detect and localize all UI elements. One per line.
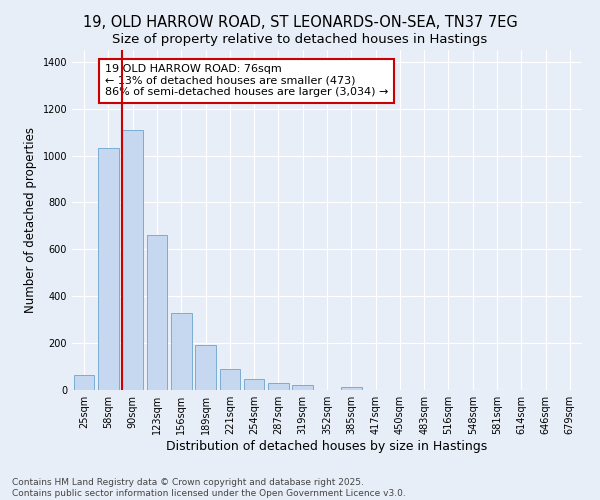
Bar xyxy=(341,386,362,390)
Bar xyxy=(98,148,119,390)
Text: 19, OLD HARROW ROAD, ST LEONARDS-ON-SEA, TN37 7EG: 19, OLD HARROW ROAD, ST LEONARDS-ON-SEA,… xyxy=(83,15,517,30)
Bar xyxy=(122,130,143,390)
Text: Size of property relative to detached houses in Hastings: Size of property relative to detached ho… xyxy=(112,32,488,46)
Bar xyxy=(268,383,289,390)
Bar xyxy=(146,235,167,390)
Bar xyxy=(74,375,94,390)
Bar xyxy=(244,380,265,390)
Bar xyxy=(220,370,240,390)
Bar xyxy=(292,385,313,390)
Bar xyxy=(171,312,191,390)
X-axis label: Distribution of detached houses by size in Hastings: Distribution of detached houses by size … xyxy=(166,440,488,453)
Y-axis label: Number of detached properties: Number of detached properties xyxy=(24,127,37,313)
Text: Contains HM Land Registry data © Crown copyright and database right 2025.
Contai: Contains HM Land Registry data © Crown c… xyxy=(12,478,406,498)
Bar xyxy=(195,346,216,390)
Text: 19 OLD HARROW ROAD: 76sqm
← 13% of detached houses are smaller (473)
86% of semi: 19 OLD HARROW ROAD: 76sqm ← 13% of detac… xyxy=(105,64,388,98)
